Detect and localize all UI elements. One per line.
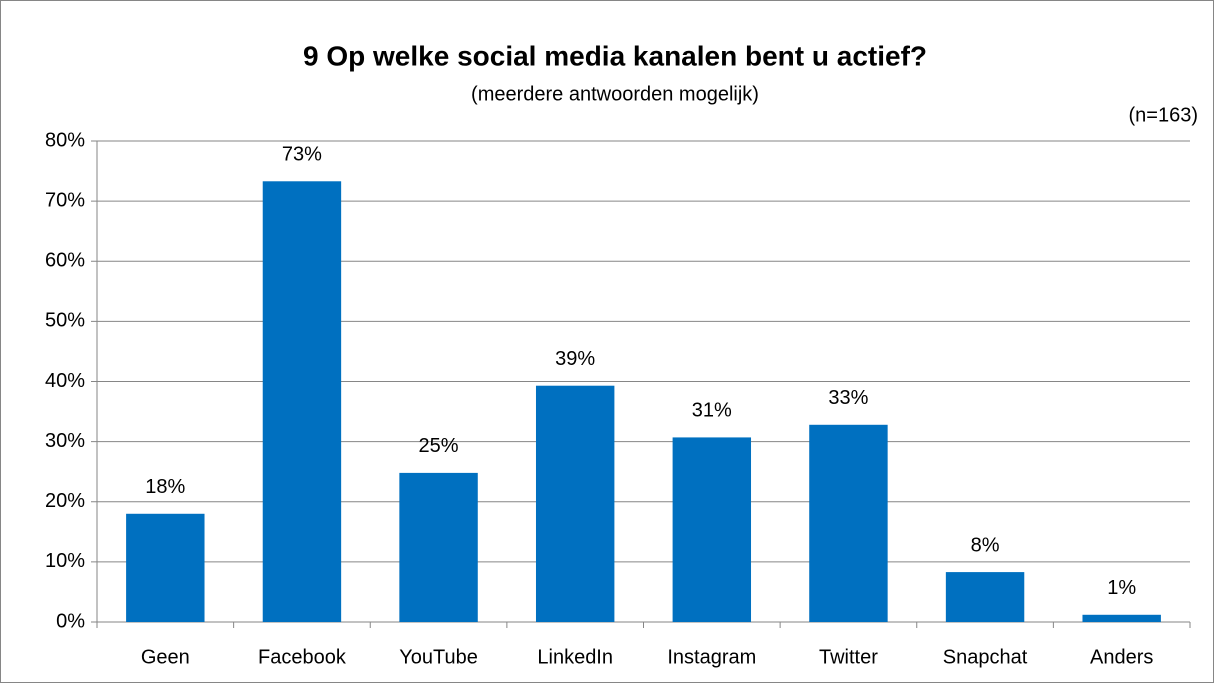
value-label: 33% [828, 387, 868, 409]
x-tick-label: YouTube [399, 646, 478, 668]
annotation: (n=163) [1129, 104, 1199, 126]
bar [399, 472, 478, 622]
y-tick-label: 0% [56, 610, 85, 632]
x-tick-label: Facebook [258, 646, 347, 668]
x-tick-label: Instagram [667, 646, 756, 668]
y-tick-label: 20% [45, 490, 85, 512]
x-tick-label: Twitter [819, 646, 878, 668]
x-tick-label: LinkedIn [537, 646, 613, 668]
y-tick-label: 80% [45, 129, 85, 151]
bar [672, 437, 752, 622]
y-tick-label: 60% [45, 250, 85, 272]
x-tick-label: Geen [141, 646, 190, 668]
bar [262, 181, 342, 622]
bar [126, 513, 205, 622]
bar [1082, 614, 1161, 622]
value-label: 8% [971, 534, 1000, 556]
x-tick-label: Anders [1090, 646, 1153, 668]
bar [945, 572, 1025, 622]
value-label: 18% [145, 476, 185, 498]
y-tick-label: 50% [45, 310, 85, 332]
value-label: 25% [419, 435, 459, 457]
value-label: 39% [555, 348, 595, 370]
y-tick-label: 10% [45, 550, 85, 572]
chart-title: 9 Op welke social media kanalen bent u a… [303, 40, 927, 71]
y-tick-label: 70% [45, 189, 85, 211]
value-label: 31% [692, 400, 732, 422]
chart-subtitle: (meerdere antwoorden mogelijk) [471, 83, 759, 105]
y-tick-label: 40% [45, 370, 85, 392]
bar [535, 385, 615, 622]
y-tick-label: 30% [45, 430, 85, 452]
bar [809, 424, 888, 622]
x-tick-label: Snapchat [943, 646, 1028, 668]
value-label: 1% [1107, 577, 1136, 599]
value-label: 73% [282, 144, 322, 166]
